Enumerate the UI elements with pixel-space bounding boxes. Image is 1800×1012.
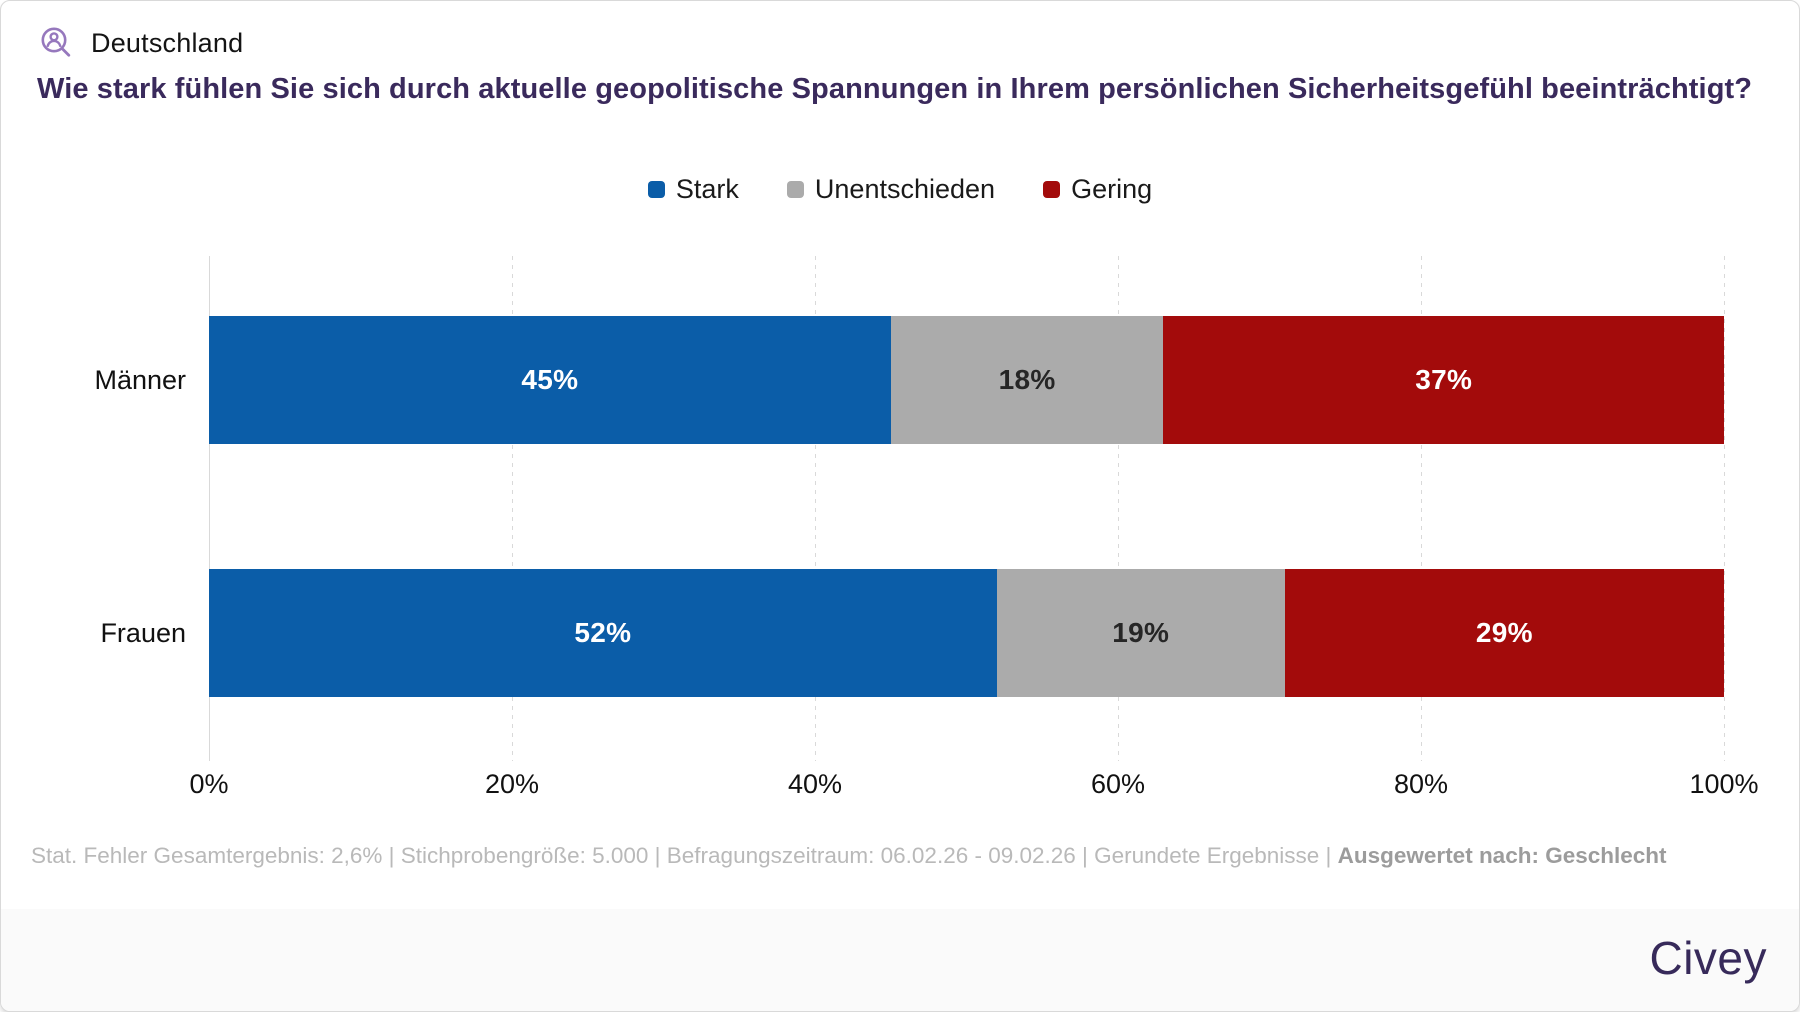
legend-swatch-icon (647, 180, 665, 198)
brand-bar: Civey (1, 909, 1799, 1011)
bar-value-label: 29% (1475, 617, 1533, 648)
gridline-60% (1118, 256, 1119, 761)
region-label: Deutschland (91, 27, 244, 58)
legend-item-unentschieden[interactable]: Unentschieden (786, 173, 996, 205)
gridline-20% (512, 256, 513, 761)
gridline-0% (209, 256, 210, 761)
bar-value-label: 19% (1112, 617, 1170, 648)
bar-segment-männer-unentschieden[interactable]: 18% (890, 316, 1164, 444)
gridline-40% (815, 256, 816, 761)
bar-value-label: 18% (998, 364, 1056, 395)
legend-swatch-icon (786, 180, 804, 198)
legend-item-label: Unentschieden (814, 173, 996, 204)
person-search-icon (37, 24, 75, 62)
bar-row-frauen: 52% 19% 29% (209, 569, 1724, 697)
category-label-frauen: Frauen (100, 618, 186, 648)
legend-swatch-icon (1043, 180, 1061, 198)
legend-item-label: Stark (675, 173, 739, 204)
footnote-separator: | (1319, 843, 1338, 868)
bar-value-label: 52% (574, 617, 632, 648)
category-label-männer: Männer (94, 365, 186, 395)
bar-segment-frauen-unentschieden[interactable]: 19% (996, 569, 1285, 697)
bar-segment-frauen-stark[interactable]: 52% (209, 569, 997, 697)
x-tick-label-100%: 100% (1689, 769, 1759, 799)
footnote: Stat. Fehler Gesamtergebnis: 2,6% | Stic… (31, 843, 1779, 869)
x-tick-label-0%: 0% (189, 769, 229, 799)
region-row: Deutschland (37, 24, 243, 62)
footnote-emphasis: Ausgewertet nach: Geschlecht (1337, 843, 1667, 868)
bar-value-label: 37% (1415, 364, 1473, 395)
x-tick-label-60%: 60% (1090, 769, 1146, 799)
legend-item-gering[interactable]: Gering (1043, 174, 1152, 205)
bar-row-männer: 45% 18% 37% (209, 316, 1724, 444)
x-tick-label-20%: 20% (484, 769, 540, 799)
legend-item-stark[interactable]: Stark (647, 173, 739, 205)
gridline-80% (1421, 256, 1422, 761)
chart-legend: Stark Unentschieden Gering (1, 171, 1799, 207)
civey-logo[interactable]: Civey (1649, 931, 1767, 984)
x-tick-label-40%: 40% (787, 769, 843, 799)
bar-segment-männer-stark[interactable]: 45% (209, 316, 891, 444)
bar-segment-frauen-gering[interactable]: 29% (1284, 569, 1724, 697)
x-tick-label-80%: 80% (1393, 769, 1449, 799)
gridline-100% (1724, 256, 1725, 761)
footnote-stats: Stat. Fehler Gesamtergebnis: 2,6% | Stic… (31, 843, 1320, 868)
chart-plot: 45% 18% 37% 52% 19% 29% (209, 256, 1725, 761)
legend-item-label: Gering (1071, 173, 1153, 204)
bar-segment-männer-gering[interactable]: 37% (1163, 316, 1724, 444)
bar-value-label: 45% (521, 364, 579, 395)
question-title: Wie stark fühlen Sie sich durch aktuelle… (37, 73, 1753, 105)
